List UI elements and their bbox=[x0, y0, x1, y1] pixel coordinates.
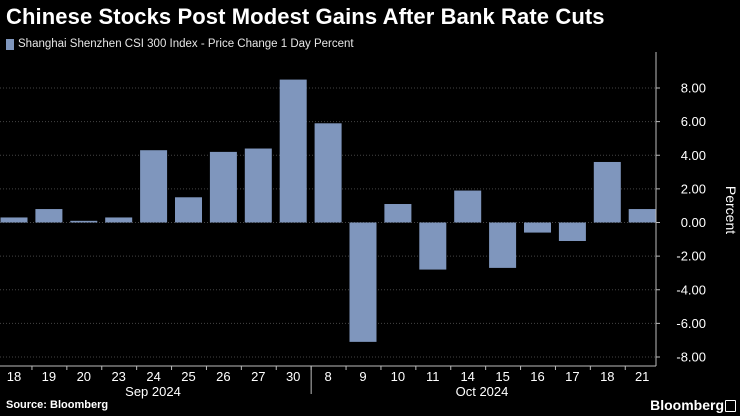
x-tick-label: 23 bbox=[111, 369, 125, 384]
y-tick-label: -2.00 bbox=[676, 249, 706, 264]
x-tick-label: 8 bbox=[324, 369, 331, 384]
source-note: Source: Bloomberg bbox=[6, 399, 109, 411]
bar-17 bbox=[593, 161, 621, 223]
bloomberg-logo-icon bbox=[725, 400, 736, 412]
bar-3 bbox=[105, 217, 133, 223]
month-label: Sep 2024 bbox=[125, 384, 181, 399]
x-tick-label: 15 bbox=[495, 369, 509, 384]
x-tick-label: 16 bbox=[530, 369, 544, 384]
bar-7 bbox=[244, 148, 272, 223]
bar-15 bbox=[524, 222, 551, 233]
x-tick-label: 27 bbox=[251, 369, 265, 384]
bar-4 bbox=[140, 150, 168, 223]
y-tick-label: -4.00 bbox=[676, 282, 706, 297]
y-tick-label: -6.00 bbox=[676, 316, 706, 331]
x-tick-label: 9 bbox=[359, 369, 366, 384]
x-tick-label: 20 bbox=[77, 369, 91, 384]
x-tick-label: 18 bbox=[7, 369, 21, 384]
y-tick-label: -8.00 bbox=[676, 350, 706, 365]
legend-label: Shanghai Shenzhen CSI 300 Index - Price … bbox=[18, 38, 354, 50]
y-tick-labels: 8.00 6.00 4.00 2.00 0.00 -2.00 -4.00 -6.00 -8.00 bbox=[676, 81, 706, 365]
bars bbox=[0, 79, 656, 342]
x-tick-label: 11 bbox=[426, 369, 440, 384]
bloomberg-logo: Bloomberg bbox=[650, 397, 724, 413]
bar-1 bbox=[35, 209, 63, 223]
legend: Shanghai Shenzhen CSI 300 Index - Price … bbox=[6, 38, 354, 50]
y-tick-label: 2.00 bbox=[681, 181, 706, 196]
bar-11 bbox=[384, 204, 412, 223]
x-tick-label: 14 bbox=[460, 369, 474, 384]
axes bbox=[0, 52, 660, 394]
bar-13 bbox=[454, 190, 482, 223]
legend-swatch bbox=[6, 38, 14, 50]
bar-6 bbox=[209, 151, 237, 223]
month-label: Oct 2024 bbox=[456, 384, 509, 399]
y-tick-label: 6.00 bbox=[681, 114, 706, 129]
chart-title: Chinese Stocks Post Modest Gains After B… bbox=[6, 4, 605, 29]
bar-5 bbox=[175, 197, 202, 223]
bar-2 bbox=[70, 220, 98, 223]
bar-18 bbox=[628, 209, 656, 223]
x-tick-label: 18 bbox=[600, 369, 614, 384]
x-tick-label: 25 bbox=[181, 369, 195, 384]
bar-12 bbox=[419, 222, 447, 270]
bar-9 bbox=[314, 123, 342, 223]
x-tick-label: 19 bbox=[42, 369, 56, 384]
y-tick-label: 8.00 bbox=[681, 81, 706, 96]
bar-14 bbox=[489, 222, 517, 268]
month-labels: Sep 2024 Oct 2024 bbox=[125, 384, 508, 399]
x-tick-label: 30 bbox=[286, 369, 300, 384]
y-axis-label: Percent bbox=[723, 186, 739, 234]
x-tick-label: 10 bbox=[391, 369, 405, 384]
x-tick-label: 17 bbox=[565, 369, 579, 384]
x-tick-label: 24 bbox=[146, 369, 160, 384]
x-tick-label: 21 bbox=[635, 369, 649, 384]
bar-0 bbox=[0, 217, 28, 223]
y-tick-label: 0.00 bbox=[681, 215, 706, 230]
x-tick-label: 26 bbox=[216, 369, 230, 384]
x-tick-labels: 18 19 20 23 24 25 26 27 30 8 9 10 11 14 15 16 17 18 21 bbox=[7, 369, 650, 384]
y-tick-label: 4.00 bbox=[681, 148, 706, 163]
bar-16 bbox=[558, 222, 586, 241]
bar-10 bbox=[349, 222, 377, 342]
bar-8 bbox=[279, 79, 307, 223]
